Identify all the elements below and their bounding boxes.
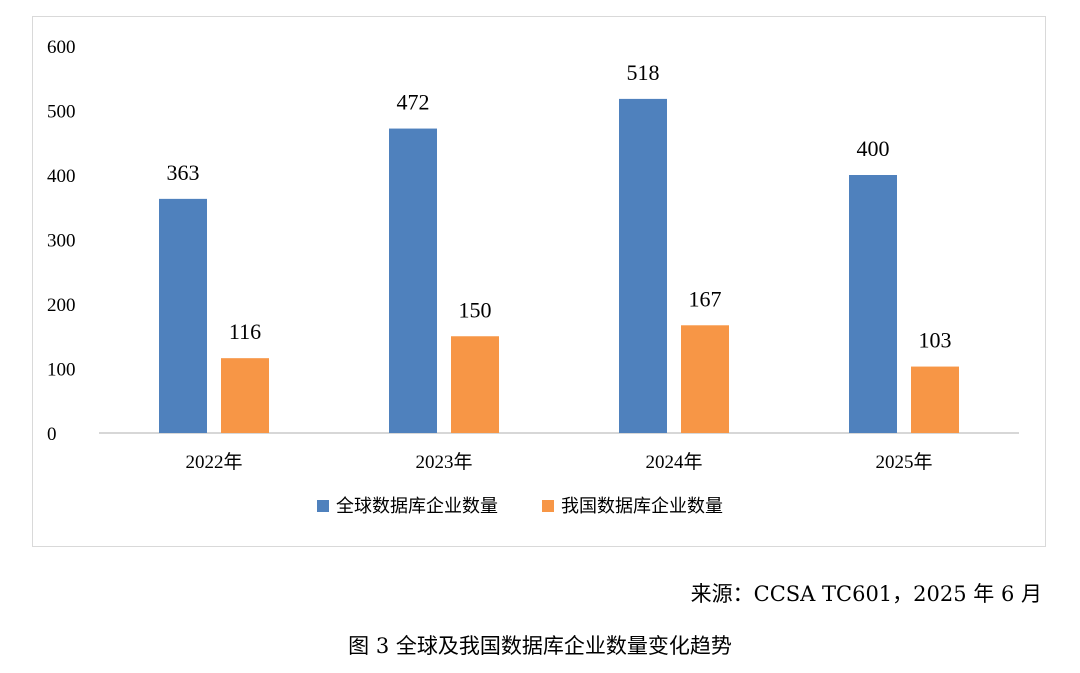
source-note: 来源：CCSA TC601，2025 年 6 月 xyxy=(690,582,1042,606)
bar-chart: 0 100 200 300 400 500 600 363 116 2022年 472 150 2023… xyxy=(47,37,1019,517)
bar xyxy=(451,336,499,433)
x-tick-label: 2023年 xyxy=(415,451,472,473)
bar xyxy=(681,325,729,433)
data-label: 103 xyxy=(919,328,952,353)
legend-label: 全球数据库企业数量 xyxy=(336,496,498,517)
bar xyxy=(159,198,207,433)
bar xyxy=(389,128,437,433)
y-tick-label: 600 xyxy=(47,37,76,58)
bar xyxy=(849,175,897,433)
x-tick-label: 2024年 xyxy=(645,451,702,473)
data-label: 518 xyxy=(627,60,660,85)
y-tick-label: 200 xyxy=(47,295,76,316)
bar xyxy=(221,358,269,433)
data-label: 167 xyxy=(689,286,722,311)
data-label: 400 xyxy=(857,136,890,161)
legend-swatch xyxy=(542,500,554,512)
legend-swatch xyxy=(317,500,329,512)
bar xyxy=(911,366,959,433)
legend-label: 我国数据库企业数量 xyxy=(561,496,723,517)
y-tick-label: 400 xyxy=(47,166,76,187)
figure-caption: 图 3 全球及我国数据库企业数量变化趋势 xyxy=(348,634,732,658)
y-tick-label: 300 xyxy=(47,231,76,252)
y-tick-label: 500 xyxy=(47,102,76,123)
x-tick-label: 2022年 xyxy=(185,451,242,473)
data-label: 116 xyxy=(229,319,261,344)
bar xyxy=(619,98,667,433)
y-tick-label: 100 xyxy=(47,360,76,381)
data-label: 472 xyxy=(397,90,430,115)
y-tick-label: 0 xyxy=(47,424,57,445)
x-tick-label: 2025年 xyxy=(875,451,932,473)
data-label: 363 xyxy=(167,160,200,185)
data-label: 150 xyxy=(459,297,492,322)
chart-frame: 0 100 200 300 400 500 600 363 116 2022年 472 150 2023… xyxy=(32,16,1046,547)
